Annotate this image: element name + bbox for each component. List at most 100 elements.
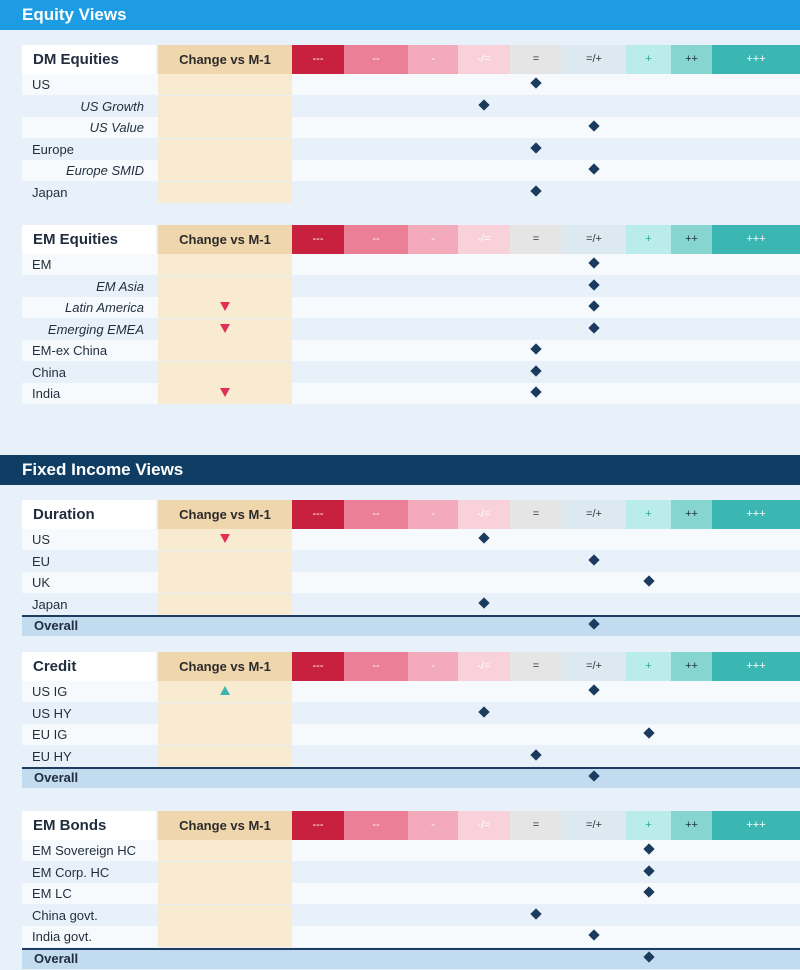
- table-row: Europe: [22, 138, 800, 160]
- row-background: [22, 340, 800, 361]
- change-header: Change vs M-1: [158, 45, 292, 74]
- scale-header-cell: ++: [671, 500, 712, 529]
- scale-header-cell: =/+: [562, 45, 626, 74]
- change-cell: [158, 254, 292, 275]
- table-row: US: [22, 74, 800, 95]
- row-label: EU IG: [32, 727, 68, 742]
- down-triangle-icon: [220, 302, 230, 311]
- scale-header-cell: ---: [292, 500, 344, 529]
- scale-header-cell: ++: [671, 45, 712, 74]
- table-name: EM Equities: [22, 225, 156, 254]
- scale-header-cell: =/+: [562, 811, 626, 840]
- row-label: US IG: [32, 684, 68, 699]
- scale-header-cell: -/=: [458, 225, 510, 254]
- row-label: US: [32, 532, 51, 547]
- overall-row: Overall: [22, 767, 800, 788]
- table-row: China: [22, 361, 800, 383]
- row-label: India govt.: [32, 929, 92, 944]
- change-cell: [158, 861, 292, 883]
- table-row: Japan: [22, 593, 800, 615]
- row-label: Emerging EMEA: [47, 321, 144, 337]
- row-label: Overall: [34, 618, 79, 633]
- change-cell: [158, 74, 292, 95]
- scale-header-cell: ---: [292, 811, 344, 840]
- table-row: EM Sovereign HC: [22, 840, 800, 861]
- scale-header-cell: =: [510, 811, 562, 840]
- change-cell: [158, 340, 292, 361]
- table-row: US Value: [22, 117, 800, 138]
- scale-header-cell: -: [408, 225, 458, 254]
- scale-header-cell: -/=: [458, 500, 510, 529]
- change-header: Change vs M-1: [158, 500, 292, 529]
- table-credit: Credit Change vs M-1 --- -- - -/= = =/+ + ++ +++ US…: [22, 652, 800, 789]
- table-name: Duration: [22, 500, 156, 529]
- row-label: EM-ex China: [32, 343, 108, 358]
- scale-header-cell: +: [626, 500, 671, 529]
- row-label: EM Asia: [96, 278, 144, 294]
- change-cell: [158, 138, 292, 160]
- scale-header-cell: +: [626, 652, 671, 681]
- table-name: Credit: [22, 652, 156, 681]
- row-label: Europe SMID: [65, 163, 144, 178]
- row-label: EM: [32, 257, 52, 272]
- row-background: [22, 529, 800, 550]
- scale-header-cell: +++: [712, 652, 800, 681]
- scale-header-cell: -: [408, 45, 458, 74]
- table-row: China govt.: [22, 904, 800, 926]
- row-label: China govt.: [32, 907, 98, 923]
- row-label: US: [32, 77, 51, 92]
- scale-header-cell: ++: [671, 652, 712, 681]
- row-background: [22, 724, 800, 745]
- change-cell: [158, 181, 292, 203]
- row-background: [22, 572, 800, 593]
- row-label: Europe: [32, 141, 74, 157]
- change-cell: [158, 95, 292, 117]
- change-cell: [158, 572, 292, 593]
- scale-header-cell: +: [626, 811, 671, 840]
- table-duration: Duration Change vs M-1 --- -- - -/= = =/+ + ++ +++…: [22, 500, 800, 637]
- row-background: [22, 74, 800, 95]
- scale-header-cell: =: [510, 225, 562, 254]
- down-triangle-icon: [220, 388, 230, 397]
- row-background: [22, 904, 800, 926]
- table-row: India govt.: [22, 926, 800, 947]
- table-row: EU HY: [22, 745, 800, 767]
- scale-header-cell: --: [344, 500, 408, 529]
- row-label: EM LC: [32, 886, 72, 901]
- table-name: EM Bonds: [22, 811, 156, 840]
- scale-header-cell: +++: [712, 225, 800, 254]
- scale-header-cell: ---: [292, 225, 344, 254]
- table-row: EM Corp. HC: [22, 861, 800, 883]
- table-header: EM Bonds Change vs M-1 --- -- - -/= = =/+ + ++ +++: [22, 811, 800, 840]
- table-row: Emerging EMEA: [22, 318, 800, 340]
- table-name: DM Equities: [22, 45, 156, 74]
- scale-header-cell: +++: [712, 45, 800, 74]
- scale-header-cell: +++: [712, 500, 800, 529]
- scale-header-cell: =: [510, 45, 562, 74]
- row-label: EU HY: [32, 748, 72, 764]
- row-label: Overall: [34, 770, 79, 785]
- scale-header-cell: -: [408, 811, 458, 840]
- row-background: [22, 702, 800, 724]
- row-label: Japan: [32, 184, 68, 200]
- table-row: UK: [22, 572, 800, 593]
- scale-header-cell: =: [510, 652, 562, 681]
- table-row: EM: [22, 254, 800, 275]
- scale-header-cell: -/=: [458, 652, 510, 681]
- scale-header-cell: --: [344, 652, 408, 681]
- row-label: US Value: [89, 120, 144, 135]
- table-header: EM Equities Change vs M-1 --- -- - -/= = =/+ + ++…: [22, 225, 800, 254]
- scale-header-cell: +++: [712, 811, 800, 840]
- down-triangle-icon: [220, 323, 230, 333]
- row-background: [22, 745, 800, 767]
- change-cell: [158, 117, 292, 138]
- scale-header-cell: -: [408, 652, 458, 681]
- row-background: [22, 383, 800, 404]
- row-label: US Growth: [80, 98, 144, 114]
- down-triangle-icon: [220, 534, 230, 543]
- up-triangle-icon: [220, 686, 230, 695]
- scale-header-cell: -/=: [458, 811, 510, 840]
- change-cell: [158, 275, 292, 297]
- section-title: Fixed Income Views: [0, 455, 800, 485]
- scale-header-cell: +: [626, 45, 671, 74]
